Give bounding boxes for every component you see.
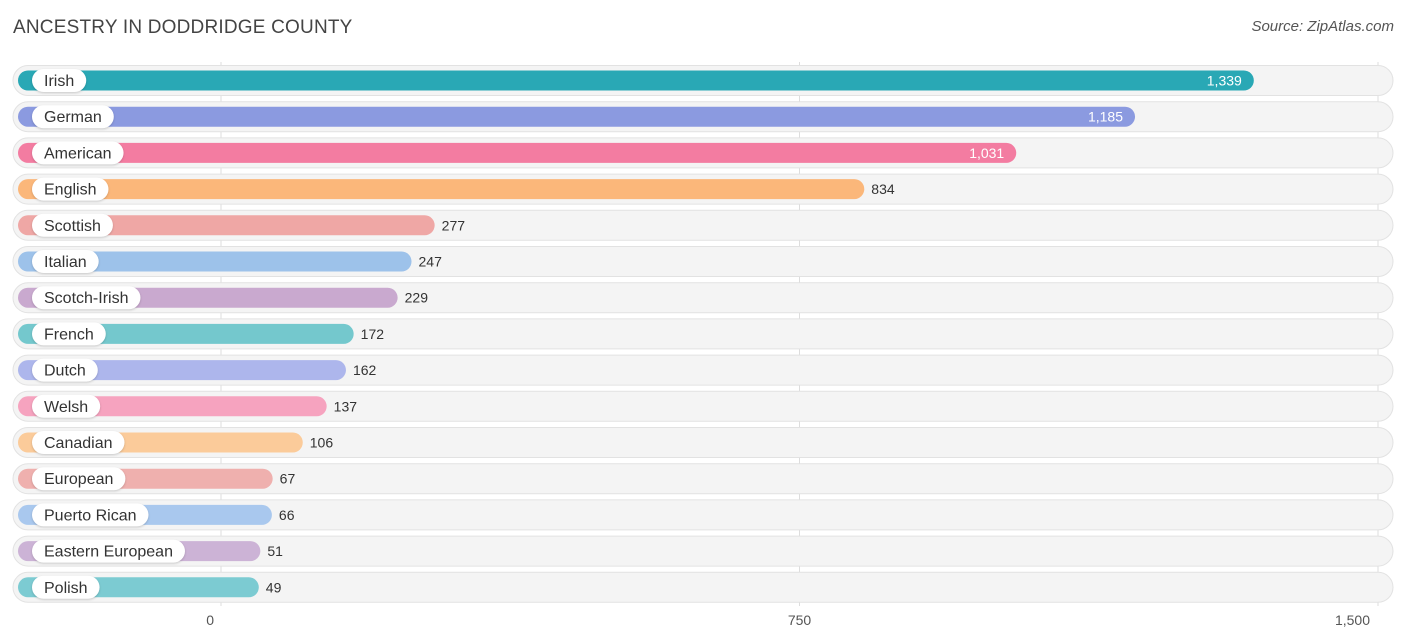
category-label: German — [44, 109, 102, 126]
category-label: Polish — [44, 580, 88, 597]
bar-track — [12, 318, 1394, 350]
category-pill — [32, 213, 113, 237]
bar-track — [12, 463, 1394, 495]
value-label: 1,185 — [1088, 109, 1123, 125]
bar-row: Irish 1,339 — [12, 65, 1394, 96]
category-label: Puerto Rican — [44, 507, 137, 524]
value-label: 162 — [353, 362, 377, 378]
value-label: 49 — [266, 579, 282, 595]
bar-track — [12, 499, 1394, 531]
category-label: French — [44, 326, 94, 343]
bar-track — [12, 571, 1394, 603]
bar-track — [12, 390, 1394, 422]
category-label: Italian — [44, 254, 87, 271]
category-label: American — [44, 145, 112, 162]
category-pill — [32, 431, 125, 454]
bar — [18, 106, 1136, 127]
category-pill — [32, 141, 124, 165]
category-pill — [32, 503, 149, 527]
category-label: Scottish — [44, 218, 101, 235]
bar-row: English 834 — [12, 173, 1394, 205]
category-pill — [32, 575, 100, 599]
x-tick-label: 0 — [206, 612, 214, 628]
value-label: 51 — [267, 543, 283, 559]
bar-track — [12, 354, 1394, 386]
category-pill — [32, 539, 185, 563]
bar-track — [12, 535, 1394, 567]
bar-row: European 67 — [12, 463, 1394, 495]
category-pill — [32, 467, 126, 491]
bar-row: French 172 — [12, 318, 1394, 350]
category-label: Scotch-Irish — [44, 290, 128, 307]
bar — [18, 179, 865, 200]
category-pill — [32, 105, 114, 129]
bar-row: Polish 49 — [12, 571, 1394, 603]
bar-rows: Irish 1,339 German 1,185 American 1,031 Englis… — [12, 65, 1394, 603]
value-label: 137 — [334, 398, 358, 414]
bar-row: Puerto Rican 66 — [12, 499, 1394, 531]
category-pill — [32, 177, 109, 201]
bar-row: Dutch 162 — [12, 354, 1394, 386]
value-label: 277 — [442, 217, 466, 233]
category-label: European — [44, 471, 113, 488]
x-axis-ticks: 0 750 1,500 — [206, 612, 1370, 628]
bar — [18, 70, 1254, 91]
bar-row: Scottish 277 — [12, 209, 1394, 241]
chart-title: ANCESTRY IN DODDRIDGE COUNTY — [13, 17, 353, 38]
bar-row: Canadian 106 — [12, 427, 1394, 458]
bar-row: German 1,185 — [12, 101, 1394, 133]
value-label: 66 — [279, 507, 295, 523]
category-label: Eastern European — [44, 544, 173, 561]
x-tick-label: 750 — [788, 612, 812, 628]
bar-row: Welsh 137 — [12, 390, 1394, 422]
value-label: 67 — [280, 471, 296, 487]
x-tick-label: 1,500 — [1335, 612, 1370, 628]
value-label: 834 — [871, 181, 895, 197]
category-label: Dutch — [44, 363, 86, 380]
value-label: 1,031 — [969, 145, 1004, 161]
category-pill — [32, 322, 106, 346]
bar-row: Italian 247 — [12, 246, 1394, 277]
bar — [18, 360, 346, 381]
value-label: 247 — [419, 254, 443, 270]
chart-source: Source: ZipAtlas.com — [1251, 18, 1394, 35]
category-pill — [32, 358, 98, 382]
category-pill — [32, 286, 141, 310]
bar — [18, 215, 435, 236]
value-label: 229 — [405, 290, 429, 306]
bar-row: Scotch-Irish 229 — [12, 282, 1394, 314]
bar — [18, 142, 1017, 163]
bar-row: American 1,031 — [12, 137, 1394, 169]
category-label: Canadian — [44, 435, 113, 452]
bar-track — [12, 427, 1394, 458]
bar-row: Eastern European 51 — [12, 535, 1394, 567]
category-pill — [32, 250, 99, 273]
value-label: 172 — [361, 326, 385, 342]
category-label: Irish — [44, 73, 74, 90]
bar — [18, 251, 412, 272]
value-label: 1,339 — [1207, 73, 1242, 89]
value-label: 106 — [310, 435, 334, 451]
category-pill — [32, 69, 87, 92]
category-label: English — [44, 182, 96, 199]
category-pill — [32, 394, 101, 418]
category-label: Welsh — [44, 399, 88, 416]
